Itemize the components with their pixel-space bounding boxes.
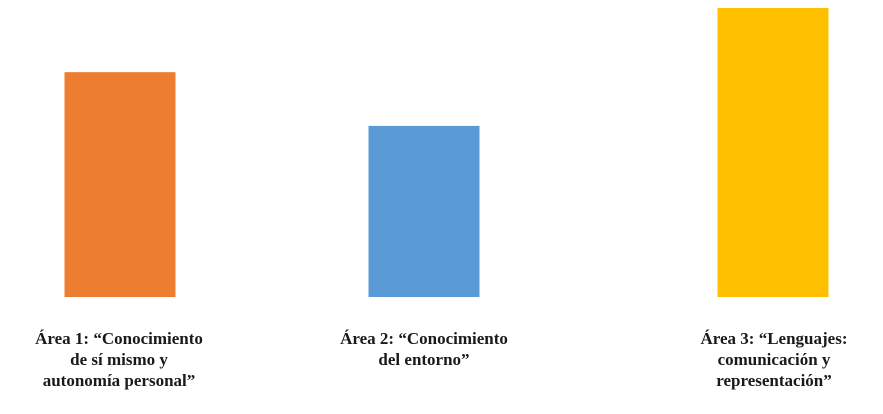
bars-group bbox=[64, 8, 829, 298]
category-label-2: Área 2: “Conocimiento del entorno” bbox=[340, 329, 508, 369]
bar-3 bbox=[717, 8, 829, 297]
bar-2 bbox=[368, 125, 480, 297]
category-label-3: Área 3: “Lenguajes: comunicación y repre… bbox=[700, 329, 848, 390]
bar-1 bbox=[64, 72, 176, 298]
category-label-1: Área 1: “Conocimiento de sí mismo y auto… bbox=[35, 329, 203, 390]
